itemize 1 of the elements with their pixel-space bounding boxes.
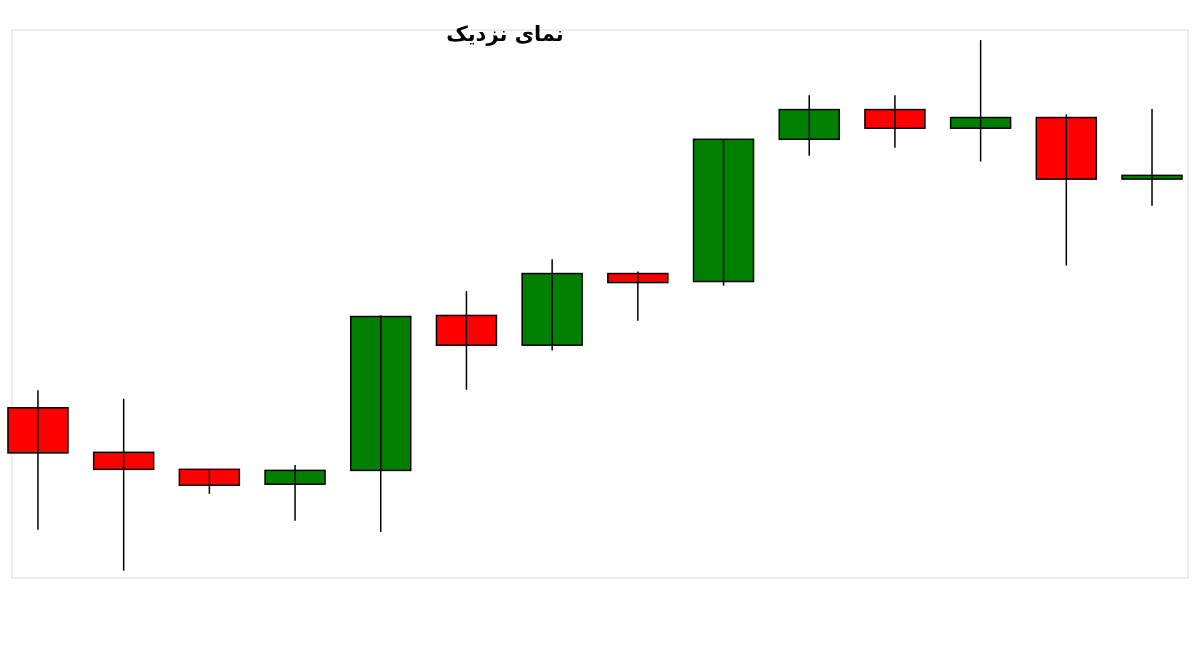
chart-title: نمای نزدیک — [446, 22, 564, 46]
